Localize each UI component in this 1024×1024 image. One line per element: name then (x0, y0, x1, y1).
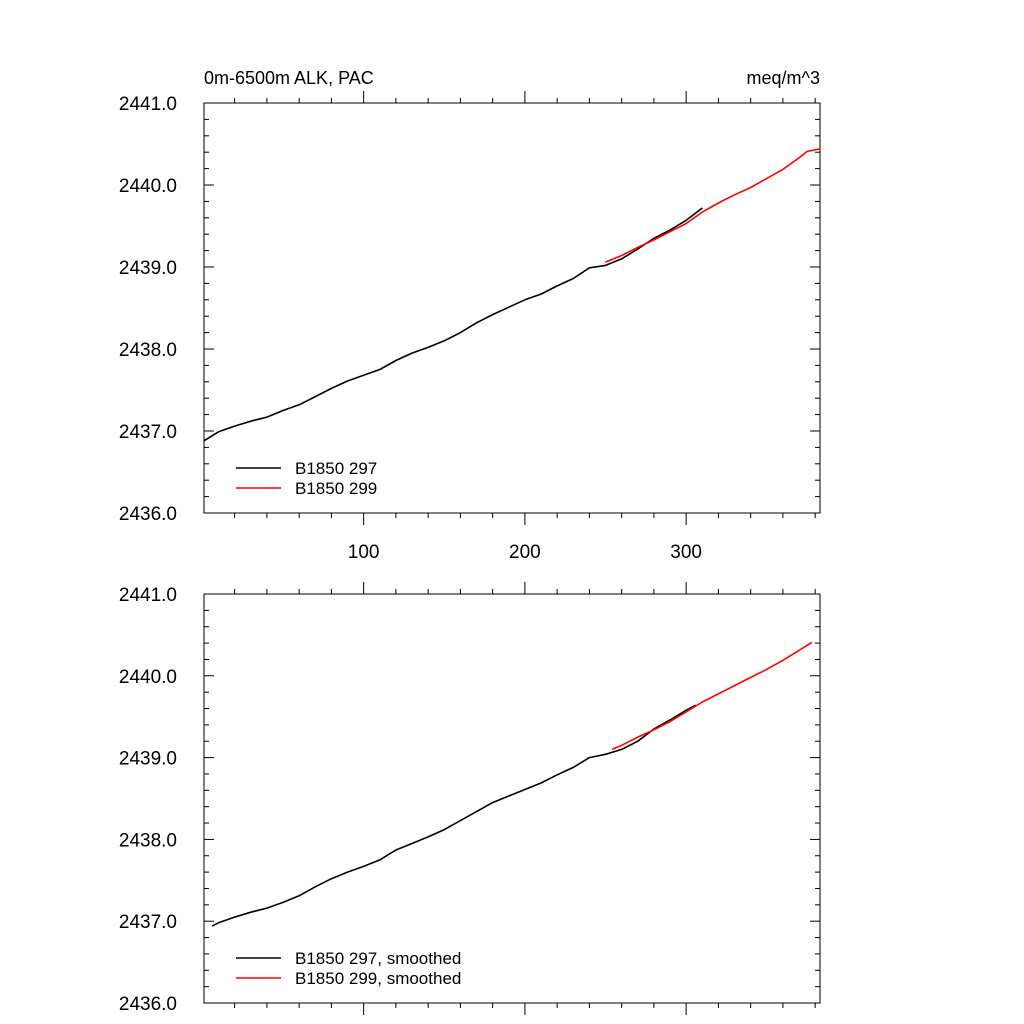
y-tick-label: 2438.0 (119, 340, 177, 361)
y-tick-label: 2440.0 (119, 176, 177, 197)
x-tick-label: 300 (670, 542, 702, 563)
y-tick-label: 2436.0 (119, 504, 177, 525)
series-line-1 (605, 148, 821, 263)
plot-frame (203, 593, 821, 1004)
plot-frame (203, 102, 821, 514)
y-tick-label: 2440.0 (119, 667, 177, 688)
legend-label: B1850 299 (295, 479, 377, 498)
x-tick-label: 200 (509, 542, 541, 563)
top-panel: 2436.0 2437.0 2438.0 2439.0 2440.0 2441.0 100 2… (119, 91, 821, 563)
legend-label: B1850 297, smoothed (295, 949, 461, 968)
y-tick-label: 2437.0 (119, 912, 177, 933)
bottom-panel: 2436.0 2437.0 2438.0 2439.0 2440.0 2441.0 B185… (119, 582, 821, 1015)
y-tick-label: 2436.0 (119, 994, 177, 1015)
y-tick-label: 2438.0 (119, 830, 177, 851)
legend-label: B1850 299, smoothed (295, 969, 461, 988)
chart-title: 0m-6500m ALK, PAC (204, 68, 374, 88)
series-line-1 (611, 641, 813, 751)
y-tick-label: 2437.0 (119, 422, 177, 443)
y-tick-label: 2441.0 (119, 94, 177, 115)
y-tick-label: 2439.0 (119, 258, 177, 279)
series-line-0 (203, 207, 703, 442)
legend-label: B1850 297 (295, 459, 377, 478)
series-line-0 (211, 704, 697, 927)
x-tick-label: 100 (348, 542, 380, 563)
y-tick-label: 2441.0 (119, 585, 177, 606)
units-label: meq/m^3 (747, 68, 820, 88)
y-tick-label: 2439.0 (119, 749, 177, 770)
